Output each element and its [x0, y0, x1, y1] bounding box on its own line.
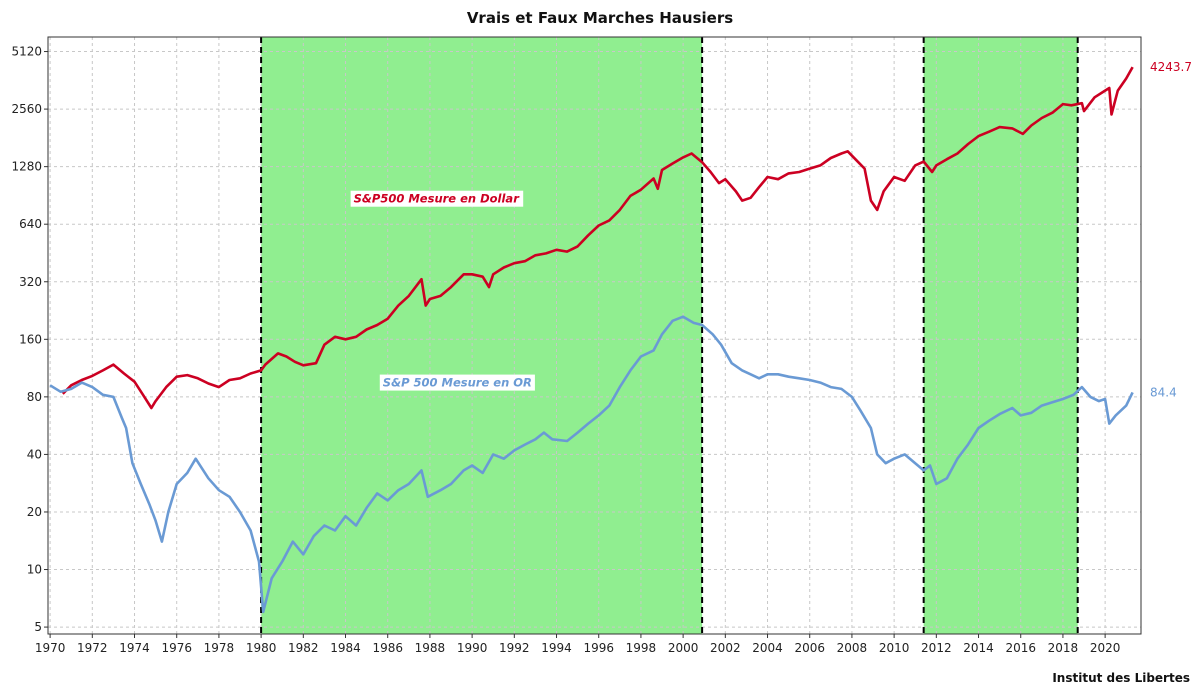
x-tick-label: 2000 — [668, 641, 699, 655]
annotation-text: S&P 500 Mesure en OR — [383, 376, 532, 390]
y-tick-label: 5 — [34, 620, 42, 634]
annotation-text: S&P500 Mesure en Dollar — [354, 192, 521, 206]
x-tick-label: 1986 — [372, 641, 403, 655]
x-tick-label: 2012 — [921, 641, 952, 655]
x-tick-label: 1972 — [77, 641, 108, 655]
y-tick-label: 1280 — [11, 160, 42, 174]
series-annotations: S&P500 Mesure en Dollar S&P 500 Mesure en… — [350, 190, 535, 391]
y-tick-label: 160 — [19, 332, 42, 346]
shaded-period — [923, 37, 1078, 634]
y-tick-label: 10 — [27, 563, 42, 577]
x-tick-label: 2020 — [1090, 641, 1121, 655]
x-tick-label: 1994 — [541, 641, 572, 655]
y-tick-label: 320 — [19, 275, 42, 289]
x-tick-label: 2010 — [879, 641, 910, 655]
x-tick-label: 1984 — [330, 641, 361, 655]
x-tick-label: 1980 — [246, 641, 277, 655]
x-tick-label: 1988 — [415, 641, 446, 655]
grid — [48, 37, 1141, 634]
annotation-gold: S&P 500 Mesure en OR — [379, 374, 535, 391]
x-tick-label: 2008 — [837, 641, 868, 655]
x-tick-label: 1970 — [35, 641, 66, 655]
x-tick-label: 1976 — [161, 641, 192, 655]
end-value-label-dollar: 4243.7 — [1150, 60, 1192, 74]
x-tick-label: 1978 — [204, 641, 235, 655]
series-line-dollar — [61, 66, 1134, 410]
y-tick-label: 40 — [27, 447, 42, 461]
y-tick-label: 5120 — [11, 45, 42, 59]
shaded-periods — [261, 37, 1078, 634]
x-tick-label: 2006 — [794, 641, 825, 655]
y-axis-ticks: 5 10 20 40 80 160 320 640 1280 2560 5120 — [11, 45, 48, 634]
x-tick-label: 1974 — [119, 641, 150, 655]
x-tick-label: 2002 — [710, 641, 741, 655]
x-tick-label: 2004 — [752, 641, 783, 655]
chart-title: Vrais et Faux Marches Hausiers — [467, 9, 733, 27]
end-value-labels: 4243.7 84.4 — [1150, 60, 1192, 399]
series-line-gold — [49, 315, 1134, 614]
x-axis-ticks: 1970 1972 1974 1976 1978 1980 1982 1984 1986 1988… — [35, 634, 1121, 655]
y-tick-label: 20 — [27, 505, 42, 519]
plot-frame — [47, 36, 1142, 635]
annotation-dollar: S&P500 Mesure en Dollar — [350, 190, 524, 207]
annotation-box — [350, 190, 524, 207]
x-tick-label: 2014 — [963, 641, 994, 655]
y-tick-label: 640 — [19, 217, 42, 231]
x-tick-label: 1982 — [288, 641, 319, 655]
y-tick-label: 2560 — [11, 102, 42, 116]
x-tick-label: 1996 — [583, 641, 614, 655]
source-label: Institut des Libertes — [1052, 671, 1190, 685]
y-tick-label: 80 — [27, 390, 42, 404]
x-tick-label: 1990 — [457, 641, 488, 655]
x-tick-label: 1998 — [626, 641, 657, 655]
x-tick-label: 2016 — [1005, 641, 1036, 655]
x-tick-label: 2018 — [1048, 641, 1079, 655]
annotation-box — [379, 374, 535, 391]
end-value-label-gold: 84.4 — [1150, 385, 1177, 399]
shaded-period — [261, 37, 703, 634]
series-lines — [49, 66, 1134, 614]
x-tick-label: 1992 — [499, 641, 530, 655]
